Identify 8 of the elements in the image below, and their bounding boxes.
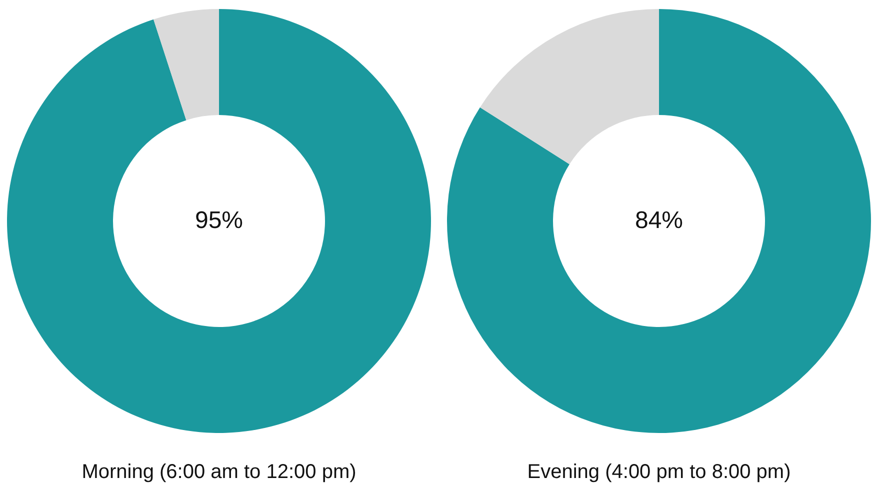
data-label: 84%: [634, 207, 684, 234]
text: Evening (4:00 pm to 8:00 pm): [527, 461, 791, 483]
donut-slice: [153, 9, 219, 120]
donut-slice: [480, 9, 659, 164]
donut-slice: [7, 9, 431, 433]
donut-slice: [447, 9, 871, 433]
data-label: 95%: [194, 207, 244, 234]
text: Morning (6:00 am to 12:00 pm): [82, 461, 356, 483]
